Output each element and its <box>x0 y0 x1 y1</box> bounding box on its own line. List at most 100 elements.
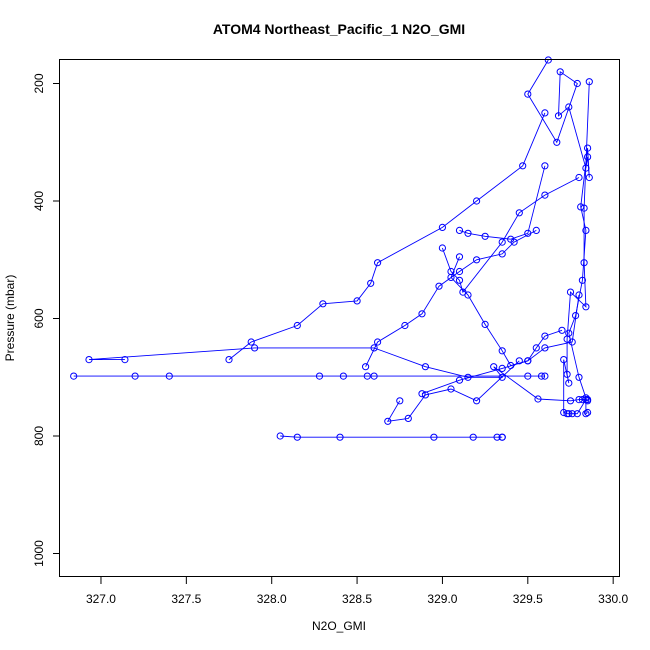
data-point <box>584 153 592 161</box>
data-point <box>447 273 455 281</box>
data-point <box>464 373 472 381</box>
data-point <box>524 229 532 237</box>
series-line <box>228 112 546 360</box>
data-point <box>498 238 506 246</box>
data-point <box>362 363 370 371</box>
data-point <box>541 372 549 380</box>
series-line <box>280 435 503 438</box>
data-point <box>532 344 540 352</box>
x-tick-label: 328.0 <box>257 592 287 606</box>
data-point <box>578 396 587 404</box>
data-point <box>70 372 78 380</box>
data-point <box>293 321 301 330</box>
data-point <box>554 112 563 120</box>
data-point <box>575 373 583 381</box>
data-point <box>363 372 371 380</box>
data-point <box>473 197 481 205</box>
data-point <box>384 417 392 425</box>
plot-frame <box>59 59 620 577</box>
data-point <box>498 347 506 355</box>
data-point <box>404 414 412 422</box>
y-axis-label: Pressure (mbar) <box>3 275 17 362</box>
data-point <box>374 259 382 267</box>
data-point <box>584 144 592 152</box>
series-line <box>441 177 580 294</box>
data-point <box>339 372 347 380</box>
data-point <box>447 385 455 393</box>
data-point <box>566 288 575 296</box>
data-point <box>464 229 472 237</box>
data-point <box>553 138 561 146</box>
x-tick-label: 327.0 <box>86 592 116 606</box>
data-point <box>585 78 593 86</box>
data-point <box>247 338 255 346</box>
axis-ticks: 327.0 327.5 328.0 328.5 329.0 329.5 330.0 200 40… <box>32 73 629 606</box>
data-point <box>251 344 259 352</box>
data-point <box>582 226 590 234</box>
x-tick-label: 328.5 <box>342 592 372 606</box>
x-tick-label: 327.5 <box>171 592 201 606</box>
data-point <box>515 357 523 365</box>
data-point <box>582 303 590 311</box>
data-point <box>541 109 549 117</box>
data-point <box>481 232 489 240</box>
series-points <box>70 56 593 441</box>
data-point <box>455 276 464 284</box>
data-point <box>498 433 506 441</box>
data-point <box>584 408 592 417</box>
data-point <box>568 410 576 418</box>
data-point <box>367 279 375 287</box>
data-point <box>374 338 382 346</box>
data-point <box>541 332 549 340</box>
data-point <box>498 364 506 372</box>
data-point <box>558 326 566 334</box>
data-point <box>519 162 527 170</box>
data-point <box>473 256 481 264</box>
x-tick-label: 330.0 <box>598 592 628 606</box>
data-point <box>573 79 581 88</box>
y-tick-label: 800 <box>32 426 46 446</box>
data-point <box>121 356 129 364</box>
data-point <box>473 397 481 405</box>
data-point <box>276 432 284 440</box>
data-point <box>435 282 443 290</box>
data-point <box>585 173 593 182</box>
data-point <box>565 379 573 387</box>
series-line <box>459 165 546 240</box>
data-point <box>469 433 477 441</box>
data-point <box>584 396 592 404</box>
data-point <box>565 410 573 418</box>
data-point <box>575 291 583 299</box>
y-tick-label: 1000 <box>32 540 46 567</box>
data-point <box>524 357 532 365</box>
x-tick-label: 329.0 <box>427 592 457 606</box>
series-line <box>365 230 537 367</box>
data-point <box>541 162 549 170</box>
data-point <box>455 226 464 234</box>
y-tick-label: 200 <box>32 73 46 93</box>
data-point <box>575 173 583 182</box>
data-point <box>541 191 549 199</box>
data-point <box>507 235 515 243</box>
data-point <box>565 103 573 111</box>
data-point <box>498 250 506 258</box>
data-point <box>319 300 327 308</box>
data-point <box>455 376 464 384</box>
series-line <box>563 81 590 415</box>
data-point <box>401 321 409 330</box>
data-point <box>490 363 498 371</box>
data-point <box>455 253 464 261</box>
data-point <box>556 68 564 76</box>
data-point <box>464 291 472 299</box>
data-point <box>315 372 324 380</box>
data-point <box>572 312 580 320</box>
data-point <box>534 395 542 403</box>
data-point <box>438 244 446 252</box>
data-point <box>438 223 446 231</box>
data-point <box>578 276 587 284</box>
data-point <box>370 372 378 380</box>
series-line <box>88 347 588 402</box>
data-point <box>455 267 464 276</box>
data-point <box>580 259 588 267</box>
